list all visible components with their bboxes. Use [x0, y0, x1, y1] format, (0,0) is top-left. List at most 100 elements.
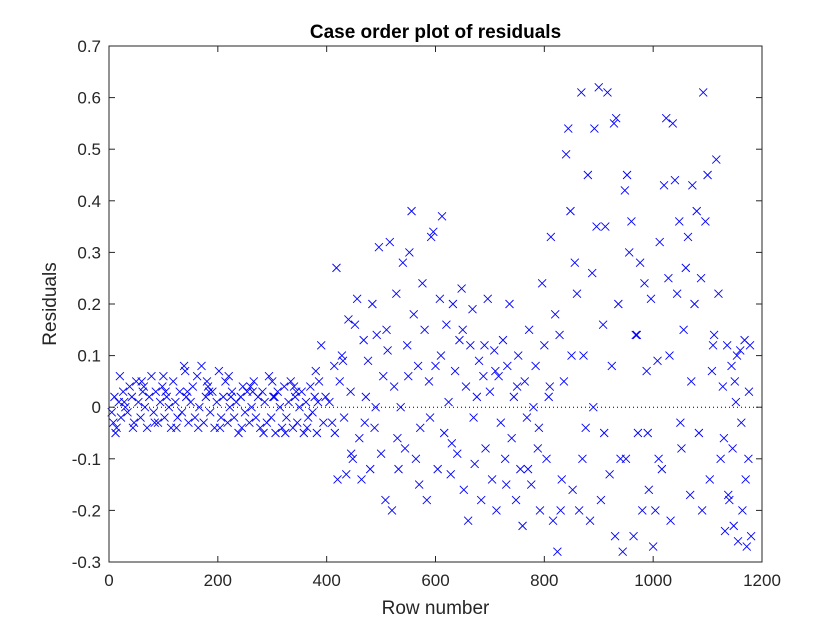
data-point-marker — [572, 289, 582, 298]
data-point-marker — [520, 377, 530, 386]
data-point-marker — [463, 516, 473, 526]
data-point-marker — [327, 418, 337, 427]
data-point-marker — [535, 506, 545, 515]
data-point-marker — [479, 371, 488, 381]
data-point-marker — [447, 439, 457, 448]
data-point-marker — [511, 495, 521, 505]
data-point-marker — [264, 371, 274, 381]
y-tick-label: 0.5 — [77, 140, 101, 159]
data-point-marker — [512, 382, 522, 391]
data-point-marker — [501, 480, 511, 489]
data-point-marker — [657, 464, 667, 474]
data-point-marker — [620, 186, 630, 195]
data-point-marker — [609, 119, 619, 128]
data-point-marker — [313, 397, 323, 407]
data-point-marker — [624, 248, 634, 257]
data-point-marker — [629, 531, 638, 541]
data-point-marker — [522, 413, 532, 422]
data-point-marker — [489, 346, 499, 355]
data-point-marker — [237, 423, 247, 433]
y-axis-label: Residuals — [40, 262, 61, 345]
y-tick-label: 0.6 — [77, 89, 101, 108]
data-point-marker — [363, 356, 373, 366]
data-point-marker — [140, 402, 150, 412]
data-point-marker — [409, 310, 419, 319]
data-point-marker — [725, 495, 734, 505]
data-point-marker — [354, 433, 364, 443]
data-point-marker — [137, 377, 146, 386]
data-point-marker — [398, 258, 408, 268]
data-point-marker — [422, 495, 432, 505]
data-point-marker — [396, 402, 405, 412]
data-point-marker — [316, 340, 326, 350]
data-point-marker — [474, 356, 484, 366]
data-point-marker — [425, 413, 435, 422]
x-tick-label: 1200 — [743, 571, 781, 590]
data-point-marker — [418, 279, 427, 288]
data-point-marker — [277, 423, 287, 433]
data-point-marker — [708, 340, 718, 350]
data-point-marker — [371, 402, 380, 412]
data-point-marker — [306, 382, 315, 391]
data-point-marker — [448, 299, 458, 309]
data-point-marker — [683, 232, 693, 242]
data-point-marker — [389, 382, 399, 391]
data-point-marker — [193, 423, 203, 433]
data-point-marker — [365, 464, 375, 474]
data-point-marker — [559, 377, 569, 386]
data-point-marker — [526, 480, 536, 489]
data-point-marker — [212, 397, 222, 407]
data-point-marker — [546, 232, 556, 242]
data-point-marker — [279, 382, 289, 391]
data-point-marker — [718, 382, 728, 391]
data-point-marker — [598, 320, 608, 329]
data-point-marker — [197, 361, 206, 371]
data-point-marker — [523, 464, 533, 474]
data-point-marker — [685, 490, 695, 500]
data-point-marker — [164, 402, 174, 412]
data-point-marker — [614, 299, 623, 309]
data-point-marker — [201, 392, 211, 402]
data-point-marker — [330, 428, 340, 438]
data-point-marker — [223, 418, 232, 427]
data-point-marker — [387, 506, 397, 515]
data-point-marker — [469, 413, 478, 422]
data-point-marker — [136, 413, 145, 422]
data-point-marker — [442, 320, 451, 329]
y-tick-label: 0.2 — [77, 295, 101, 314]
data-point-marker — [236, 392, 246, 402]
data-point-marker — [735, 346, 745, 355]
data-point-marker — [218, 392, 228, 402]
data-point-marker — [709, 330, 719, 340]
data-point-marker — [728, 444, 737, 453]
data-point-marker — [344, 315, 353, 324]
data-point-marker — [335, 377, 345, 386]
data-point-marker — [599, 428, 609, 438]
data-point-marker — [633, 428, 643, 438]
data-point-marker — [659, 181, 669, 190]
data-point-marker — [429, 227, 438, 237]
data-point-marker — [696, 273, 706, 283]
data-point-marker — [420, 325, 429, 335]
data-point-marker — [394, 464, 403, 474]
data-point-marker — [321, 392, 330, 402]
data-point-marker — [374, 242, 384, 252]
data-point-marker — [368, 299, 377, 309]
data-point-marker — [411, 454, 421, 464]
data-point-marker — [450, 366, 460, 376]
data-point-marker — [424, 377, 434, 386]
data-point-marker — [383, 346, 392, 355]
data-point-marker — [600, 222, 610, 231]
data-point-marker — [727, 361, 736, 371]
data-point-marker — [275, 402, 285, 412]
x-tick-label: 1000 — [634, 571, 672, 590]
data-point-marker — [622, 170, 632, 180]
data-point-marker — [260, 397, 269, 407]
x-tick-label: 800 — [530, 571, 558, 590]
data-point-marker — [461, 382, 471, 391]
data-point-marker — [651, 506, 660, 515]
data-point-marker — [346, 449, 356, 458]
data-point-marker — [631, 330, 641, 340]
data-point-marker — [118, 387, 128, 397]
data-point-marker — [150, 418, 160, 427]
